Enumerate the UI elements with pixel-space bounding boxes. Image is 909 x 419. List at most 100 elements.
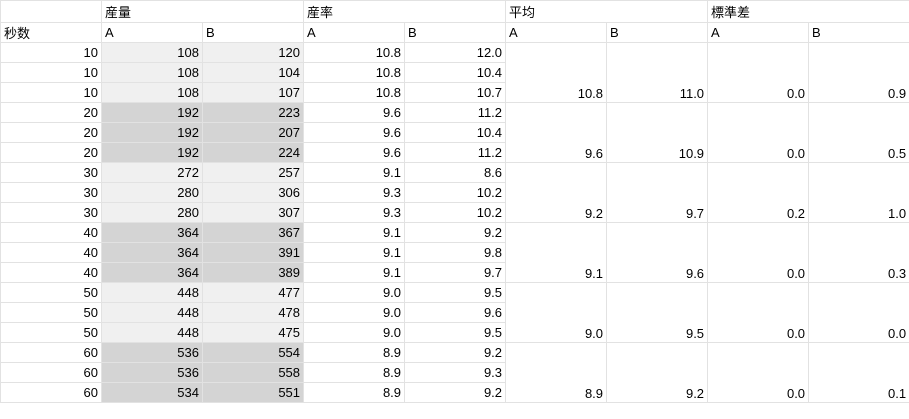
cell-seconds[interactable]: 30 <box>0 162 102 183</box>
sub-header-yield-b[interactable]: B <box>201 22 305 43</box>
sub-header-average-a[interactable]: A <box>505 22 608 43</box>
group-header-rate[interactable]: 産率 <box>303 0 507 23</box>
row-label-seconds[interactable]: 秒数 <box>0 22 102 43</box>
cell-rate-b[interactable]: 12.0 <box>404 42 507 63</box>
cell-rate-a[interactable]: 10.8 <box>303 42 406 63</box>
cell-average-b[interactable]: 10.9 <box>606 102 709 163</box>
cell-average-a[interactable]: 8.9 <box>505 342 608 403</box>
cell-average-b[interactable]: 9.7 <box>606 162 709 223</box>
cell-yield-a[interactable]: 364 <box>101 222 203 243</box>
cell-stddev-a[interactable]: 0.0 <box>707 282 810 343</box>
cell-rate-b[interactable]: 9.5 <box>404 322 507 343</box>
cell-yield-b[interactable]: 558 <box>201 362 305 383</box>
cell-rate-a[interactable]: 9.1 <box>303 262 406 283</box>
cell-stddev-b[interactable]: 0.0 <box>808 282 909 343</box>
sub-header-average-b[interactable]: B <box>606 22 709 43</box>
cell-rate-b[interactable]: 9.2 <box>404 342 507 363</box>
cell-yield-a[interactable]: 534 <box>101 382 203 403</box>
cell-stddev-a[interactable]: 0.2 <box>707 162 810 223</box>
sub-header-rate-a[interactable]: A <box>303 22 406 43</box>
cell-seconds[interactable]: 40 <box>0 262 102 283</box>
cell-rate-a[interactable]: 9.1 <box>303 162 406 183</box>
cell-rate-b[interactable]: 9.2 <box>404 382 507 403</box>
cell-rate-a[interactable]: 10.8 <box>303 82 406 103</box>
cell-seconds[interactable]: 20 <box>0 142 102 163</box>
cell-rate-a[interactable]: 9.6 <box>303 122 406 143</box>
cell-yield-a[interactable]: 364 <box>101 242 203 263</box>
cell-yield-b[interactable]: 367 <box>201 222 305 243</box>
cell-seconds[interactable]: 30 <box>0 202 102 223</box>
cell-yield-a[interactable]: 108 <box>101 62 203 83</box>
cell-stddev-b[interactable]: 0.1 <box>808 342 909 403</box>
sub-header-rate-b[interactable]: B <box>404 22 507 43</box>
cell-rate-b[interactable]: 9.3 <box>404 362 507 383</box>
cell-rate-b[interactable]: 9.6 <box>404 302 507 323</box>
cell-yield-b[interactable]: 389 <box>201 262 305 283</box>
cell-rate-b[interactable]: 10.4 <box>404 122 507 143</box>
cell-rate-b[interactable]: 9.8 <box>404 242 507 263</box>
cell-rate-b[interactable]: 11.2 <box>404 102 507 123</box>
cell-seconds[interactable]: 50 <box>0 282 102 303</box>
cell-stddev-b[interactable]: 0.9 <box>808 42 909 103</box>
cell-average-b[interactable]: 9.6 <box>606 222 709 283</box>
cell-seconds[interactable]: 10 <box>0 82 102 103</box>
corner-cell[interactable] <box>0 0 102 23</box>
cell-rate-b[interactable]: 10.2 <box>404 202 507 223</box>
cell-yield-a[interactable]: 192 <box>101 102 203 123</box>
cell-average-b[interactable]: 9.2 <box>606 342 709 403</box>
cell-yield-b[interactable]: 120 <box>201 42 305 63</box>
cell-rate-b[interactable]: 11.2 <box>404 142 507 163</box>
cell-average-b[interactable]: 9.5 <box>606 282 709 343</box>
cell-yield-b[interactable]: 107 <box>201 82 305 103</box>
cell-yield-b[interactable]: 478 <box>201 302 305 323</box>
cell-rate-a[interactable]: 10.8 <box>303 62 406 83</box>
cell-rate-a[interactable]: 9.0 <box>303 322 406 343</box>
cell-stddev-a[interactable]: 0.0 <box>707 342 810 403</box>
cell-rate-a[interactable]: 9.3 <box>303 182 406 203</box>
cell-yield-b[interactable]: 391 <box>201 242 305 263</box>
cell-yield-a[interactable]: 364 <box>101 262 203 283</box>
cell-rate-a[interactable]: 9.1 <box>303 242 406 263</box>
cell-rate-a[interactable]: 9.0 <box>303 282 406 303</box>
cell-yield-a[interactable]: 448 <box>101 282 203 303</box>
cell-yield-a[interactable]: 272 <box>101 162 203 183</box>
cell-seconds[interactable]: 60 <box>0 362 102 383</box>
cell-average-a[interactable]: 10.8 <box>505 42 608 103</box>
sub-header-stddev-a[interactable]: A <box>707 22 810 43</box>
cell-rate-a[interactable]: 9.6 <box>303 142 406 163</box>
cell-yield-b[interactable]: 551 <box>201 382 305 403</box>
group-header-yield[interactable]: 産量 <box>100 0 305 23</box>
cell-seconds[interactable]: 20 <box>0 122 102 143</box>
cell-average-a[interactable]: 9.2 <box>505 162 608 223</box>
group-header-average[interactable]: 平均 <box>505 0 709 23</box>
cell-yield-b[interactable]: 104 <box>201 62 305 83</box>
cell-seconds[interactable]: 50 <box>0 322 102 343</box>
cell-seconds[interactable]: 10 <box>0 42 102 63</box>
cell-seconds[interactable]: 60 <box>0 342 102 363</box>
cell-seconds[interactable]: 60 <box>0 382 102 403</box>
cell-rate-b[interactable]: 9.2 <box>404 222 507 243</box>
cell-stddev-a[interactable]: 0.0 <box>707 102 810 163</box>
cell-stddev-b[interactable]: 1.0 <box>808 162 909 223</box>
cell-rate-a[interactable]: 8.9 <box>303 362 406 383</box>
cell-rate-b[interactable]: 8.6 <box>404 162 507 183</box>
cell-yield-b[interactable]: 207 <box>201 122 305 143</box>
cell-rate-a[interactable]: 9.6 <box>303 102 406 123</box>
cell-rate-a[interactable]: 9.3 <box>303 202 406 223</box>
cell-rate-b[interactable]: 9.5 <box>404 282 507 303</box>
cell-seconds[interactable]: 30 <box>0 182 102 203</box>
cell-stddev-b[interactable]: 0.5 <box>808 102 909 163</box>
cell-average-a[interactable]: 9.0 <box>505 282 608 343</box>
cell-seconds[interactable]: 40 <box>0 222 102 243</box>
cell-yield-a[interactable]: 108 <box>101 82 203 103</box>
cell-yield-b[interactable]: 223 <box>201 102 305 123</box>
cell-rate-a[interactable]: 8.9 <box>303 382 406 403</box>
cell-seconds[interactable]: 40 <box>0 242 102 263</box>
sub-header-stddev-b[interactable]: B <box>808 22 909 43</box>
cell-seconds[interactable]: 50 <box>0 302 102 323</box>
cell-rate-a[interactable]: 9.1 <box>303 222 406 243</box>
cell-seconds[interactable]: 10 <box>0 62 102 83</box>
cell-yield-a[interactable]: 192 <box>101 142 203 163</box>
cell-yield-a[interactable]: 280 <box>101 182 203 203</box>
cell-yield-b[interactable]: 475 <box>201 322 305 343</box>
